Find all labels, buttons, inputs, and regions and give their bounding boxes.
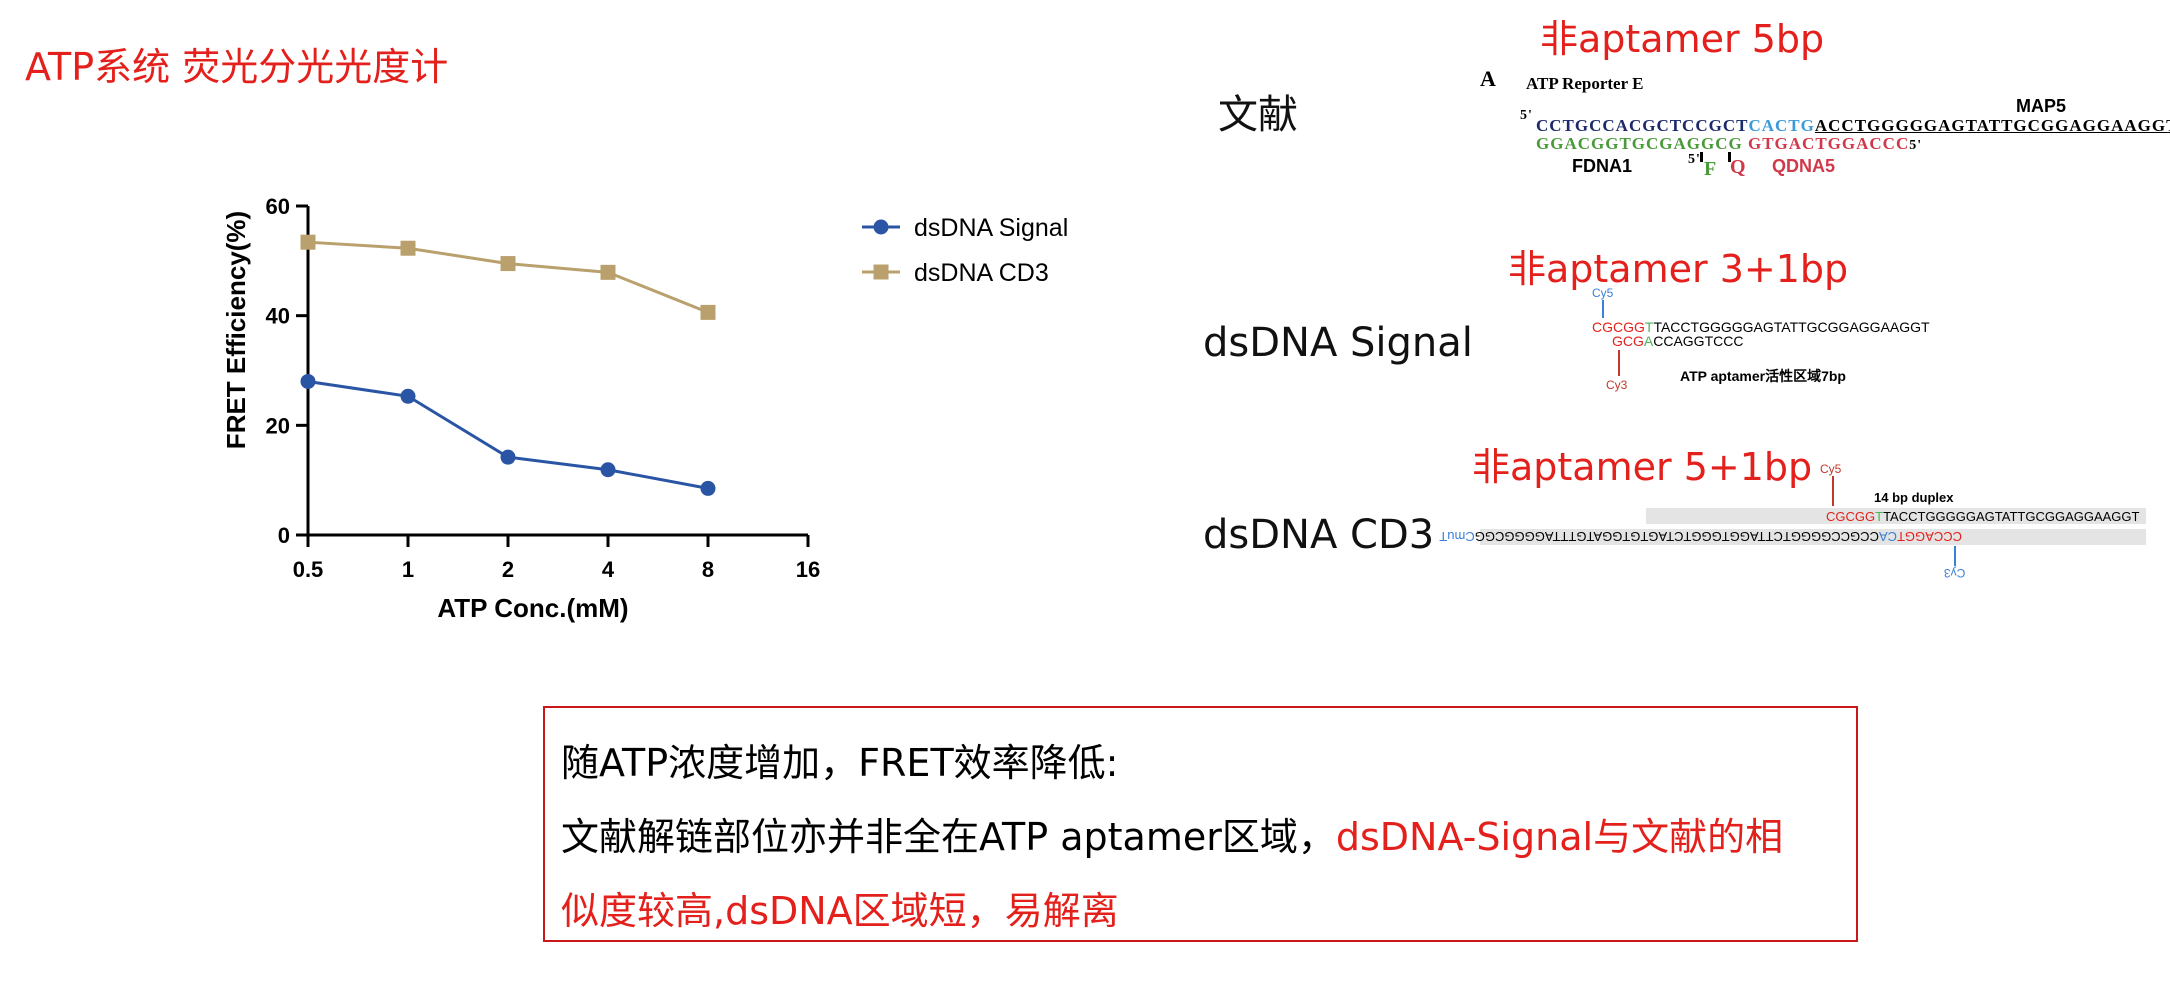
cd3-duplex-label: 14 bp duplex bbox=[1874, 490, 1954, 505]
slide-title: ATP系统 荧光分光光度计 bbox=[25, 45, 449, 89]
top-strand: CCTGCCACGCTCCGCTCACTGACCTGGGGGAGTATTGCGG… bbox=[1536, 116, 2170, 136]
data-point bbox=[300, 373, 316, 389]
cd3-label: dsDNA CD3 bbox=[1203, 512, 1435, 558]
construct-name: ATP Reporter E bbox=[1526, 74, 1644, 93]
legend-marker bbox=[873, 219, 889, 235]
x-axis-title: ATP Conc.(mM) bbox=[437, 593, 628, 623]
x-tick-label: 16 bbox=[796, 557, 820, 582]
x-tick-label: 2 bbox=[502, 557, 514, 582]
data-point bbox=[500, 449, 516, 465]
cd3-cy3-label: Cy3 bbox=[1944, 566, 1966, 580]
cd3-bottom-blue: CA bbox=[1878, 529, 1897, 544]
cd3-bottom-red: CCCAGGT bbox=[1897, 529, 1962, 544]
data-point bbox=[500, 256, 516, 272]
signal-note: ATP aptamer活性区域7bp bbox=[1680, 368, 1846, 384]
note-line-2: 文献解链部位亦并非全在ATP aptamer区域，dsDNA-Signal与文献… bbox=[561, 800, 1840, 874]
cd3-cy5-label: Cy5 bbox=[1820, 462, 1842, 476]
cd3-bottom-tail: CmuT bbox=[1439, 529, 1475, 544]
signal-top-rest: TACCTGGGGGAGTATTGCGGAGGAAGGT bbox=[1653, 319, 1930, 335]
signal-top-red: CGCGG bbox=[1592, 319, 1645, 335]
strand-label-qdna5: QDNA5 bbox=[1772, 156, 1836, 176]
note-line-1-text: 随ATP浓度增加，FRET效率降低: bbox=[561, 741, 1119, 785]
chart-axes bbox=[306, 206, 808, 537]
signal-cy3-label: Cy3 bbox=[1606, 378, 1628, 392]
signal-cy5-linker bbox=[1602, 300, 1604, 318]
signal-heading: 非aptamer 3+1bp bbox=[1508, 247, 1849, 291]
bottom-strand: GGACGGTGCGAGGCG GTGACTGGACCC5' bbox=[1536, 134, 1922, 154]
literature-label: 文献 bbox=[1218, 92, 1298, 138]
data-point bbox=[600, 462, 616, 478]
legend-label: dsDNA Signal bbox=[914, 214, 1068, 242]
x-tick-label: 1 bbox=[402, 557, 414, 582]
signal-bottom-green: A bbox=[1643, 333, 1654, 349]
note-line-2-red: dsDNA-Signal与文献的相 bbox=[1335, 815, 1784, 859]
chart-series bbox=[300, 234, 716, 496]
series-dsdna-signal bbox=[300, 373, 716, 496]
y-axis-title: FRET Efficiency(%) bbox=[221, 211, 251, 449]
fret-line-chart: 0 20 40 60 0.5 1 2 4 8 16 FRET Efficiency(%) ATP … bbox=[221, 194, 1068, 623]
series-line bbox=[307, 240, 709, 314]
f-linker bbox=[1700, 152, 1703, 162]
data-point bbox=[300, 234, 316, 250]
x-tick-label: 0.5 bbox=[293, 557, 324, 582]
cd3-heading: 非aptamer 5+1bp bbox=[1472, 445, 1813, 489]
cd3-top-rest: TACCTGGGGGAGTATTGCGGAGGAAGGT bbox=[1883, 509, 2140, 524]
signal-label: dsDNA Signal bbox=[1203, 320, 1473, 366]
signal-top-green: T bbox=[1644, 319, 1654, 335]
x-tick-label: 4 bbox=[602, 557, 615, 582]
legend-label: dsDNA CD3 bbox=[914, 259, 1049, 287]
cd3-top-strand: CGCGGTTACCTGGGGGAGTATTGCGGAGGAAGGT bbox=[1826, 509, 2139, 524]
signal-bottom-rest: CCAGGTCCC bbox=[1653, 333, 1744, 349]
signal-top-strand: CGCGGTTACCTGGGGGAGTATTGCGGAGGAAGGT bbox=[1592, 319, 1930, 335]
cd3-top-red: CGCGG bbox=[1826, 509, 1876, 524]
y-tick-label: 40 bbox=[266, 304, 290, 329]
y-tick-label: 60 bbox=[266, 194, 290, 219]
signal-cy3-linker bbox=[1618, 350, 1620, 376]
cd3-top-green: T bbox=[1875, 509, 1884, 524]
strand-label-map5: MAP5 bbox=[2016, 96, 2067, 116]
q-linker bbox=[1728, 152, 1731, 162]
cd3-cy3-linker bbox=[1954, 546, 1956, 566]
data-point bbox=[700, 304, 716, 320]
cd3-top-band bbox=[1646, 508, 2146, 524]
series-line bbox=[307, 379, 709, 490]
cd3-bottom-band bbox=[1480, 529, 2146, 545]
note-line-3-b: 易解离 bbox=[1004, 889, 1119, 933]
data-point bbox=[400, 388, 416, 404]
panel-letter: A bbox=[1480, 66, 1496, 91]
signal-bottom-strand: GCGACCAGGTCCC bbox=[1612, 333, 1743, 349]
note-line-2-black: 文献解链部位亦并非全在ATP aptamer区域， bbox=[561, 815, 1336, 859]
f-prime-label: 5' bbox=[1688, 152, 1701, 167]
note-line-3: 似度较高,dsDNA区域短，易解离 bbox=[561, 874, 1840, 948]
top-strand-part1: CCTGCCACGCTCCGCT bbox=[1536, 116, 1749, 135]
q-dye-label: Q bbox=[1730, 156, 1746, 178]
top-prime-label: 5' bbox=[1520, 108, 1533, 123]
f-dye-label: F bbox=[1704, 158, 1717, 180]
bottom-strand-part1: GGACGGTGCGAGGCG bbox=[1536, 134, 1743, 153]
note-line-3-a: 似度较高,dsDNA区域短， bbox=[561, 889, 1005, 933]
note-line-1: 随ATP浓度增加，FRET效率降低: bbox=[561, 726, 1840, 800]
cd3-bottom-strand: CCCAGGTCACCGCCGGGGTCTTAGGTGGGTCTAGTGTGGA… bbox=[1439, 529, 1962, 544]
top-strand-part3: ACCTGGGGGAGTATTGCGGAGGAAGGT bbox=[1814, 116, 2170, 135]
series-dsdna-cd3 bbox=[300, 234, 716, 320]
y-tick-label: 0 bbox=[278, 523, 290, 548]
x-tick-label: 8 bbox=[702, 557, 714, 582]
chart-ticks: 0 20 40 60 0.5 1 2 4 8 16 bbox=[266, 194, 821, 582]
signal-bottom-red: GCG bbox=[1612, 333, 1644, 349]
cd3-cy5-linker bbox=[1832, 476, 1834, 506]
data-point bbox=[700, 480, 716, 496]
chart-legend: dsDNA Signal dsDNA CD3 bbox=[862, 214, 1068, 287]
y-tick-label: 20 bbox=[266, 413, 290, 438]
cd3-bottom-rest: CCGCCGGGGTCTTAGGTGGGTCTAGTGTGGATGTTTAGGG… bbox=[1474, 529, 1879, 544]
literature-heading: 非aptamer 5bp bbox=[1540, 17, 1825, 61]
data-point bbox=[600, 264, 616, 280]
legend-marker bbox=[873, 264, 889, 280]
strand-label-fdna1: FDNA1 bbox=[1572, 156, 1633, 176]
conclusion-box: 随ATP浓度增加，FRET效率降低: 文献解链部位亦并非全在ATP aptame… bbox=[543, 706, 1858, 942]
bottom-prime-label: 5' bbox=[1909, 138, 1923, 153]
bottom-strand-part2: GTGACTGGACCC bbox=[1747, 134, 1910, 153]
top-strand-part2: CACTG bbox=[1748, 116, 1815, 135]
signal-cy5-label: Cy5 bbox=[1592, 286, 1614, 300]
data-point bbox=[400, 240, 416, 256]
